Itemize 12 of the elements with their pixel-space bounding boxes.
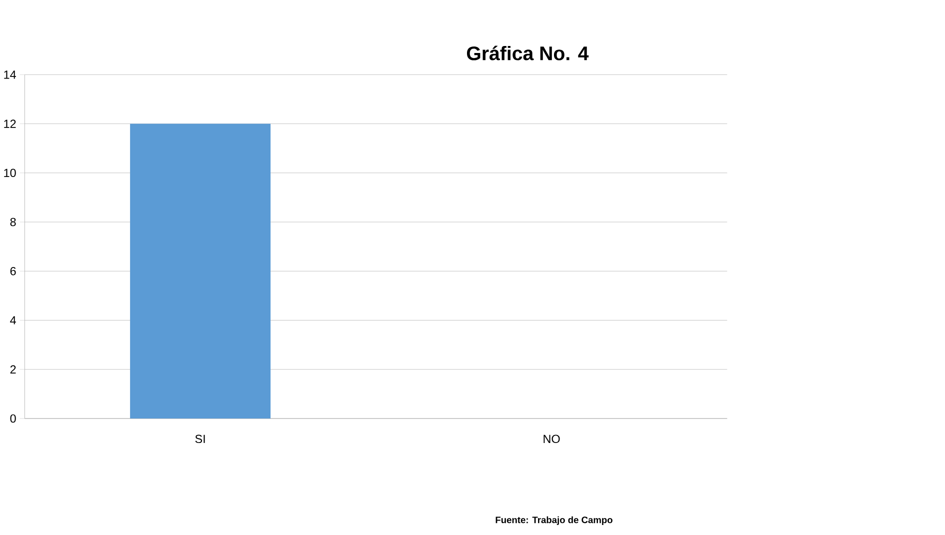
y-tick-label: 14 (4, 70, 16, 78)
source-note: Fuente: Trabajo de Campo (496, 516, 612, 525)
x-tick-label: NO (544, 434, 560, 443)
x-tick-label: SI (195, 434, 205, 443)
y-tick-label: 2 (10, 365, 16, 374)
y-tick-label: 6 (10, 266, 16, 276)
y-tick-label: 4 (10, 316, 16, 324)
y-tick-label: 12 (4, 119, 16, 128)
y-tick-label: 8 (10, 218, 16, 226)
y-tick-label: 10 (4, 168, 16, 177)
chart-title: Gráfica No. 4 (466, 46, 589, 60)
y-tick-label: 0 (10, 414, 16, 422)
